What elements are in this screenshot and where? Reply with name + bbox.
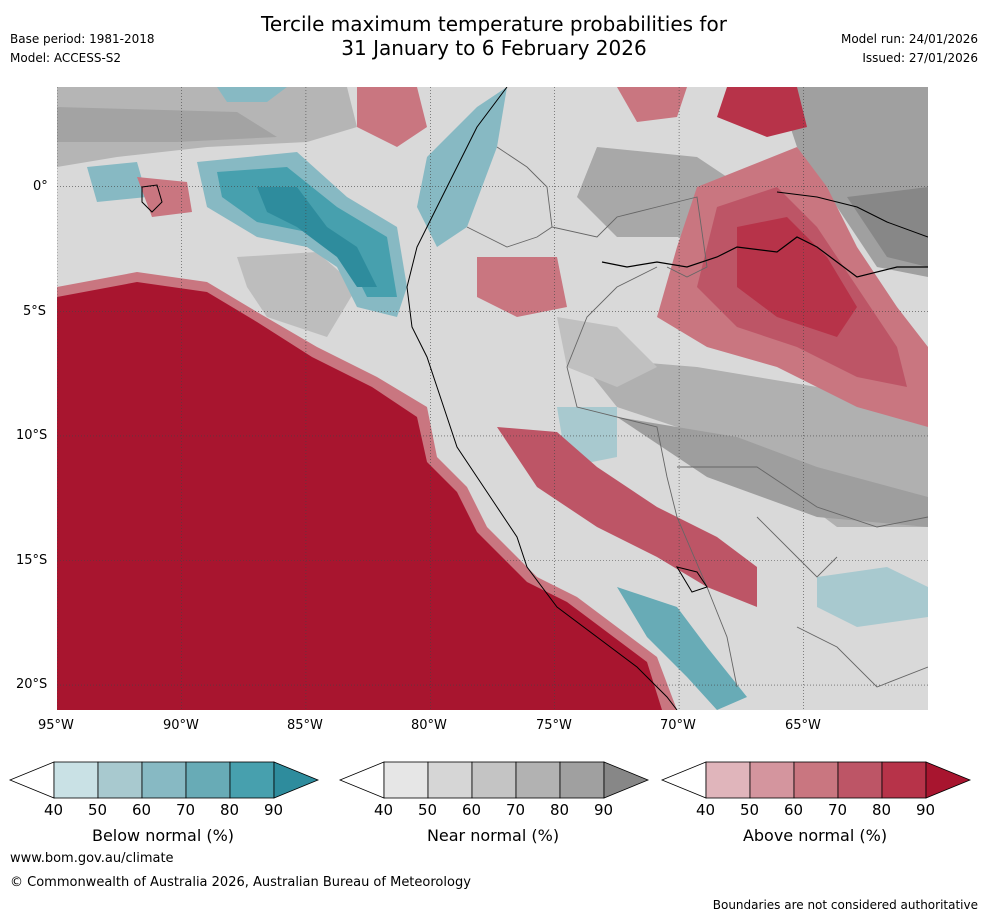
lon-label-75w: 75°W [536,718,572,733]
lat-label-10s: 10°S [16,428,48,443]
lon-label-80w: 80°W [411,718,447,733]
lon-label-70w: 70°W [660,718,696,733]
lat-label-15s: 15°S [16,553,48,568]
colorbar-below-extend-low [8,761,55,799]
river-negro [776,191,928,238]
issued-date: Issued: 27/01/2026 [862,51,978,65]
lat-label-5s: 5°S [23,304,47,319]
colorbar-near-bin-5 [559,761,605,799]
colorbar-above-bin-5 [881,761,927,799]
lon-label-95w: 95°W [38,718,74,733]
below-normal-region-galapagos [87,162,147,202]
lon-label-85w: 85°W [287,718,323,733]
colorbar-near-tick: 80 [550,801,570,819]
colorbar-near-tick: 50 [418,801,438,819]
colorbar-below-label: Below normal (%) [91,826,235,845]
above-normal-region-amazon-core [737,217,857,337]
colorbar-near-extend-low [338,761,385,799]
colorbar-near-bin-1 [383,761,429,799]
coastline [406,87,678,710]
colorbar-above-extend-low [660,761,707,799]
colorbar-near-bin-3 [471,761,517,799]
country-borders [466,146,928,688]
above-normal-region-galapagos [137,177,192,217]
colorbar-below-tick: 80 [220,801,240,819]
near-normal-region-central [557,317,657,387]
map-title: Tercile maximum temperature probabilitie… [0,12,988,60]
near-normal-region-nw-dark [57,107,277,142]
graticule [57,87,928,710]
title-line-1: Tercile maximum temperature probabilitie… [261,12,727,36]
below-normal-region-north-edge [217,87,287,102]
lake-titicaca [675,566,708,593]
colorbar-near-normal [338,761,650,799]
colorbar-below-bin-5 [229,761,275,799]
colorbars [8,761,972,799]
base-period: Base period: 1981-2018 [10,32,155,46]
colorbar-above-bin-3 [793,761,839,799]
colorbar-below-bin-4 [185,761,231,799]
colorbar-near-tick: 70 [506,801,526,819]
colorbar-above-tick: 40 [696,801,716,819]
colorbar-above-bin-4 [837,761,883,799]
model-run: Model run: 24/01/2026 [840,32,978,46]
colorbar-below-extend-high [273,761,320,799]
near-normal-region-west [237,252,357,337]
colorbar-near-tick: 90 [594,801,614,819]
colorbar-above-bin-1 [705,761,751,799]
colorbar-above-tick: 50 [740,801,760,819]
title-line-2: 31 January to 6 February 2026 [341,36,647,60]
colorbar-above-tick: 60 [784,801,804,819]
colorbar-below-bin-3 [141,761,187,799]
above-normal-region-andes [497,427,757,607]
colorbar-below-tick: 50 [88,801,108,819]
colorbar-below-bin-2 [97,761,143,799]
near-normal-region-east-dark [617,417,928,527]
colorbar-below-tick: 70 [176,801,196,819]
colorbar-below-tick: 40 [44,801,64,819]
colorbar-near-bin-4 [515,761,561,799]
above-normal-region-north-3 [357,87,427,147]
colorbar-below-tick: 90 [264,801,284,819]
colorbar-near-tick: 60 [462,801,482,819]
colorbar-below-bin-1 [53,761,99,799]
colorbar-near-tick: 40 [374,801,394,819]
lon-label-90w: 90°W [163,718,199,733]
lon-label-65w: 65°W [785,718,821,733]
above-normal-region-north-2 [617,87,687,122]
above-normal-region-ocean-core [57,282,662,710]
lat-label-20s: 20°S [16,677,48,692]
copyright: © Commonwealth of Australia 2026, Austra… [10,875,471,890]
galapagos-islands [141,184,163,213]
website-link[interactable]: www.bom.gov.au/climate [10,851,174,866]
colorbar-near-extend-high [603,761,650,799]
below-normal-region-se [817,567,928,627]
probability-map [57,87,928,710]
colorbar-above-tick: 90 [916,801,936,819]
colorbar-above-extend-high [925,761,972,799]
below-normal-region-offshore-core [257,187,377,287]
colorbar-above-tick: 80 [872,801,892,819]
river-amazon [601,236,928,278]
colorbar-near-label: Near normal (%) [426,826,560,845]
colorbar-above-label: Above normal (%) [742,826,888,845]
below-normal-region-coast [417,87,507,247]
disclaimer: Boundaries are not considered authoritat… [712,898,978,912]
colorbar-below-tick: 60 [132,801,152,819]
lat-label-0: 0° [33,179,48,194]
colorbar-below-normal [8,761,320,799]
colorbar-above-normal [660,761,972,799]
model-name: Model: ACCESS-S2 [10,51,122,65]
colorbar-near-bin-2 [427,761,473,799]
colorbar-above-tick: 70 [828,801,848,819]
above-normal-region-north-1 [717,87,807,137]
colorbar-above-bin-2 [749,761,795,799]
below-normal-region-south [617,587,747,710]
above-normal-region-peru-north [477,257,567,317]
near-normal-region-ne-dark [847,187,928,267]
